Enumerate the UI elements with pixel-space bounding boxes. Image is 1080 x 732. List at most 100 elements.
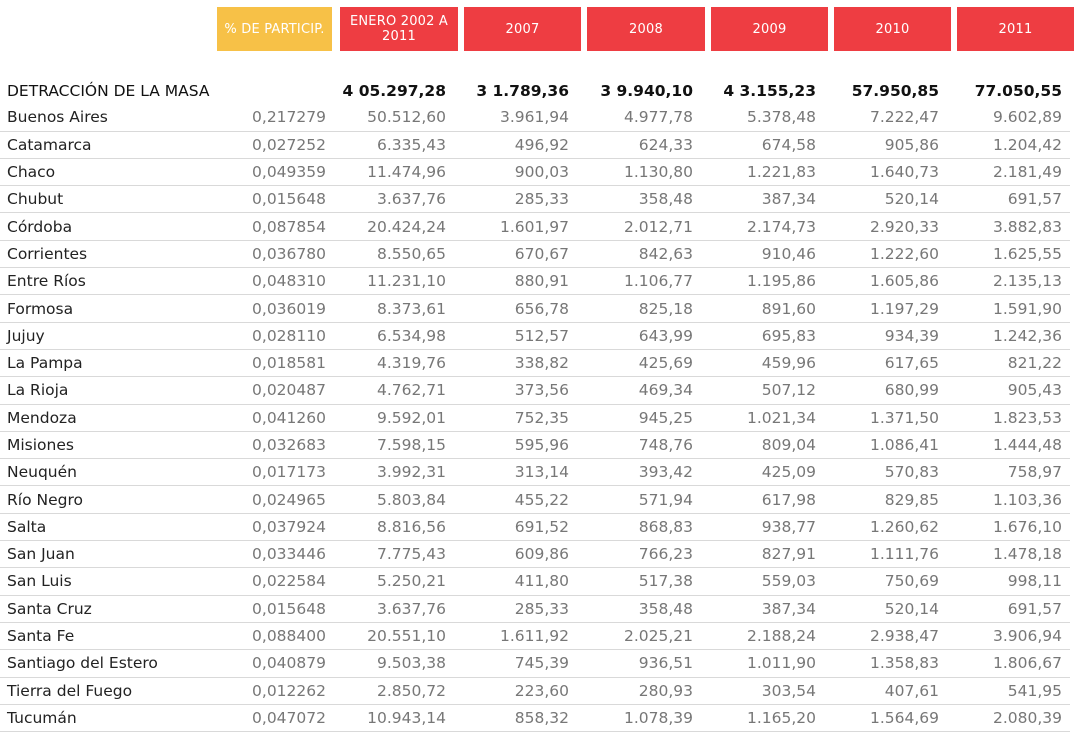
table-row: Salta 0,037924 8.816,56 691,52 868,83 938,77 1… <box>0 513 1070 542</box>
table-cell: 945,25 <box>577 404 701 432</box>
table-cell: 2.181,49 <box>947 158 1070 187</box>
table-cell: 1.086,41 <box>824 431 947 460</box>
table-row: San Juan 0,033446 7.775,43 609,86 766,23 827,… <box>0 540 1070 569</box>
row-label: La Rioja <box>0 376 218 405</box>
table-cell: 905,43 <box>947 376 1070 405</box>
table-cell: 1.591,90 <box>947 294 1070 323</box>
table-row: Tucumán 0,047072 10.943,14 858,32 1.078,39 1.… <box>0 704 1070 732</box>
table-cell: 1.222,60 <box>824 240 947 269</box>
table-cell: 507,12 <box>701 376 824 405</box>
table-cell: 9.602,89 <box>947 104 1070 132</box>
table-cell: 934,39 <box>824 322 947 350</box>
table-cell: 411,80 <box>454 567 577 596</box>
table-cell: 1.676,10 <box>947 513 1070 542</box>
table-cell: 571,94 <box>577 485 701 514</box>
table-cell: 2.174,73 <box>701 212 824 241</box>
table-cell: 617,65 <box>824 349 947 378</box>
table-cell: 829,85 <box>824 485 947 514</box>
header-2011: 2011 <box>957 7 1074 51</box>
table-cell: 0,012262 <box>218 677 334 705</box>
table-cell: 7.222,47 <box>824 104 947 132</box>
row-label: Corrientes <box>0 240 218 269</box>
table-cell: 285,33 <box>454 595 577 623</box>
table-row: Chubut 0,015648 3.637,76 285,33 358,48 387,34… <box>0 185 1070 214</box>
header-2010: 2010 <box>834 7 951 51</box>
table-body: DETRACCIÓN DE LA MASA 4 05.297,28 3 1.789,… <box>0 78 1070 732</box>
table-cell: 11.231,10 <box>334 267 454 296</box>
table-cell: 358,48 <box>577 185 701 214</box>
table-cell: 821,22 <box>947 349 1070 378</box>
table-cell: 2.920,33 <box>824 212 947 241</box>
table-cell: 745,39 <box>454 649 577 678</box>
table-cell: 1.601,97 <box>454 212 577 241</box>
header-enero-2002-2011: ENERO 2002 A 2011 <box>340 7 458 51</box>
row-label: Tierra del Fuego <box>0 677 218 705</box>
table-row: La Pampa 0,018581 4.319,76 338,82 425,69 459,… <box>0 349 1070 378</box>
table-cell: 0,022584 <box>218 567 334 596</box>
table-row: Misiones 0,032683 7.598,15 595,96 748,76 809,… <box>0 431 1070 460</box>
row-label: Santa Fe <box>0 622 218 651</box>
table-cell: 809,04 <box>701 431 824 460</box>
table-row: San Luis 0,022584 5.250,21 411,80 517,38 559,… <box>0 567 1070 596</box>
table-cell: 559,03 <box>701 567 824 596</box>
table-cell: 0,047072 <box>218 704 334 732</box>
table-cell: 0,018581 <box>218 349 334 378</box>
table-cell: 0,028110 <box>218 322 334 350</box>
table-cell: 425,69 <box>577 349 701 378</box>
table-cell: 6.335,43 <box>334 131 454 159</box>
header-participation-pct: % DE PARTICIP. <box>217 7 332 51</box>
coparticipation-table-page: % DE PARTICIP. ENERO 2002 A 2011 2007 20… <box>0 7 1074 732</box>
table-cell: 4.762,71 <box>334 376 454 405</box>
table-cell: 1.106,77 <box>577 267 701 296</box>
total-row: DETRACCIÓN DE LA MASA 4 05.297,28 3 1.789,… <box>0 78 1070 104</box>
table-cell: 11.474,96 <box>334 158 454 187</box>
table-cell: 50.512,60 <box>334 104 454 132</box>
table-cell: 1.806,67 <box>947 649 1070 678</box>
table-cell: 5.378,48 <box>701 104 824 132</box>
table-cell: 695,83 <box>701 322 824 350</box>
table-row: Santiago del Estero 0,040879 9.503,38 745,3… <box>0 649 1070 678</box>
table-cell: 0,048310 <box>218 267 334 296</box>
table-cell: 1.204,42 <box>947 131 1070 159</box>
row-label: Formosa <box>0 294 218 323</box>
table-cell: 4 3.155,23 <box>723 82 816 101</box>
row-label: Neuquén <box>0 458 218 487</box>
table-cell: 0,088400 <box>218 622 334 651</box>
table-cell: 9.503,38 <box>334 649 454 678</box>
table-cell: 842,63 <box>577 240 701 269</box>
table-row: Corrientes 0,036780 8.550,65 670,67 842,63 91… <box>0 240 1070 269</box>
table-cell: 752,35 <box>454 404 577 432</box>
table-cell: 77.050,55 <box>974 82 1062 101</box>
table-cell: 758,97 <box>947 458 1070 487</box>
table-row: Santa Cruz 0,015648 3.637,76 285,33 358,48 38… <box>0 595 1070 623</box>
table-cell: 407,61 <box>824 677 947 705</box>
table-cell: 0,040879 <box>218 649 334 678</box>
table-cell: 1.605,86 <box>824 267 947 296</box>
table-row: Jujuy 0,028110 6.534,98 512,57 643,99 695,83 9… <box>0 322 1070 350</box>
row-label: Salta <box>0 513 218 542</box>
table-cell: 1.640,73 <box>824 158 947 187</box>
table-cell: 223,60 <box>454 677 577 705</box>
table-cell: 1.564,69 <box>824 704 947 732</box>
row-label: Río Negro <box>0 485 218 514</box>
table-cell: 517,38 <box>577 567 701 596</box>
table-cell: 57.950,85 <box>851 82 939 101</box>
table-cell: 0,037924 <box>218 513 334 542</box>
table-row: Formosa 0,036019 8.373,61 656,78 825,18 891,6… <box>0 294 1070 323</box>
table-row: Buenos Aires 0,217279 50.512,60 3.961,94 4.9… <box>0 104 1070 132</box>
table-cell: 680,99 <box>824 376 947 405</box>
table-cell: 1.611,92 <box>454 622 577 651</box>
table-cell: 0,036019 <box>218 294 334 323</box>
table-cell: 496,92 <box>454 131 577 159</box>
table-cell: 2.135,13 <box>947 267 1070 296</box>
table-cell: 1.011,90 <box>701 649 824 678</box>
table-cell: 3.961,94 <box>454 104 577 132</box>
table-cell: 0,015648 <box>218 595 334 623</box>
table-cell: 1.197,29 <box>824 294 947 323</box>
table-cell: 936,51 <box>577 649 701 678</box>
table-cell: 1.221,83 <box>701 158 824 187</box>
table-cell: 0,027252 <box>218 131 334 159</box>
table-cell: 674,58 <box>701 131 824 159</box>
table-cell: 1.242,36 <box>947 322 1070 350</box>
table-cell: 2.850,72 <box>334 677 454 705</box>
